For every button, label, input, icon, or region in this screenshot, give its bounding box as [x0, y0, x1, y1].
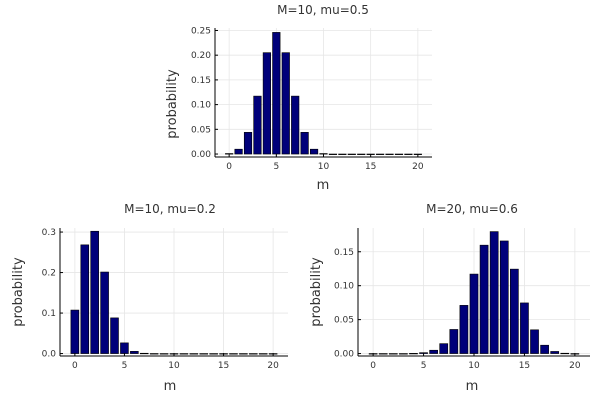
bar	[90, 230, 99, 354]
x-tick-label: 0	[226, 162, 232, 172]
bar	[149, 353, 159, 355]
bar	[399, 353, 408, 355]
x-axis-label: m	[317, 178, 330, 193]
bar	[479, 244, 489, 354]
x-tick-label: 5	[421, 361, 427, 371]
bar	[459, 305, 469, 354]
chart-panel-bottom-right: M=20, mu=0.6 m probability 0 5 10 15 20 0.00 0…	[309, 202, 590, 394]
chart-title: M=10, mu=0.2	[124, 202, 216, 216]
chart-title: M=10, mu=0.5	[277, 3, 369, 17]
y-tick-label: 0.2	[42, 269, 56, 279]
bar	[120, 342, 129, 354]
bar	[199, 353, 209, 355]
bar	[409, 353, 418, 355]
y-axis-label: probability	[165, 69, 180, 139]
bar	[159, 353, 169, 355]
y-tick-label: 0.1	[42, 309, 56, 319]
bar	[130, 351, 139, 354]
bar	[309, 148, 319, 155]
y-tick-label: 0.25	[191, 26, 211, 36]
bar	[357, 153, 366, 155]
bar	[338, 153, 347, 155]
bar	[388, 353, 398, 355]
bar	[489, 231, 499, 354]
bar	[347, 153, 356, 155]
x-tick-label: 10	[468, 361, 480, 371]
bar	[229, 353, 238, 355]
bar	[291, 95, 300, 155]
y-tick-label: 0.05	[191, 125, 211, 135]
bar	[404, 153, 413, 155]
x-axis-label: m	[164, 379, 177, 394]
bar	[139, 352, 149, 355]
y-tick-label: 0.0	[42, 350, 57, 360]
x-tick-label: 15	[218, 361, 229, 371]
bar	[540, 344, 549, 354]
bar	[209, 353, 218, 355]
bar	[394, 153, 404, 155]
y-tick-label: 0.20	[191, 51, 211, 61]
bar	[258, 353, 268, 355]
y-tick-label: 0.00	[334, 350, 354, 360]
x-tick-label: 5	[273, 162, 279, 172]
bar	[80, 244, 90, 354]
bar	[550, 351, 560, 354]
bar	[378, 353, 388, 355]
bar	[300, 132, 309, 155]
x-tick-label: 10	[168, 361, 180, 371]
bar	[520, 302, 529, 354]
bar	[560, 352, 570, 355]
x-tick-label: 15	[519, 361, 530, 371]
bar	[272, 32, 281, 155]
bar	[281, 52, 290, 155]
y-axis-label: probability	[11, 257, 26, 327]
x-tick-label: 20	[412, 162, 424, 172]
bar	[70, 309, 80, 354]
bar	[530, 329, 539, 354]
y-tick-label: 0.10	[334, 282, 354, 292]
chart-title: M=20, mu=0.6	[426, 202, 518, 216]
x-tick-label: 0	[370, 361, 376, 371]
bar	[439, 343, 449, 354]
bar	[328, 153, 338, 155]
x-tick-label: 5	[122, 361, 128, 371]
x-tick-label: 20	[569, 361, 581, 371]
y-axis-label: probability	[309, 257, 324, 327]
x-tick-label: 15	[365, 162, 376, 172]
y-tick-label: 0.3	[42, 228, 56, 238]
x-tick-label: 20	[267, 361, 279, 371]
bar	[469, 273, 479, 354]
bar	[262, 52, 271, 155]
x-tick-label: 0	[72, 361, 78, 371]
bar	[110, 317, 119, 354]
y-tick-label: 0.15	[334, 248, 354, 258]
bar	[253, 95, 262, 155]
bar	[510, 268, 519, 354]
y-tick-label: 0.15	[191, 76, 211, 86]
bar	[234, 148, 243, 155]
chart-panel-top: M=10, mu=0.5 m probability 0 5 10 15 20 0.00 0…	[165, 3, 432, 193]
bar	[449, 329, 459, 354]
x-axis-label: m	[466, 379, 479, 394]
x-tick-label: 10	[318, 162, 330, 172]
bar	[499, 240, 509, 354]
bar	[189, 353, 199, 355]
bar	[179, 353, 189, 355]
bar	[239, 353, 248, 355]
bar	[385, 153, 394, 155]
bar	[376, 153, 385, 155]
bar	[243, 132, 253, 155]
y-tick-label: 0.10	[191, 101, 211, 111]
bar	[100, 271, 109, 354]
y-tick-label: 0.00	[191, 150, 211, 160]
bar	[429, 349, 438, 354]
chart-panel-bottom-left: M=10, mu=0.2 m probability 0 5 10 15 20 0.0 0.…	[11, 202, 288, 394]
y-tick-label: 0.05	[334, 316, 354, 326]
bar	[249, 353, 258, 355]
